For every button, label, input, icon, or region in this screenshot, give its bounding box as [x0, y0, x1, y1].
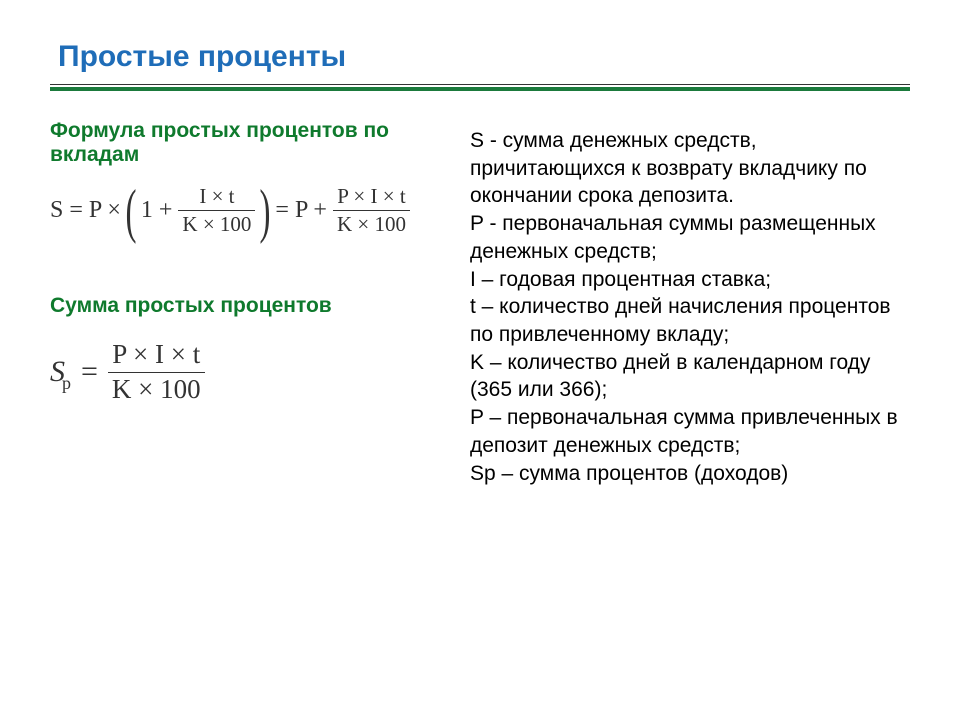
formula-eq2: = P +	[275, 197, 327, 224]
page-title: Простые проценты	[50, 40, 910, 74]
rule-thin	[50, 84, 910, 85]
frac2-bar	[333, 210, 410, 211]
def-Sp: Sp – сумма процентов (доходов)	[470, 460, 910, 488]
formula-frac1: I × t K × 100	[178, 185, 255, 236]
frac2-num: P × I × t	[333, 185, 409, 208]
formula-one: 1 +	[141, 197, 173, 224]
left-paren-icon: (	[125, 190, 136, 232]
sp-frac: P × I × t K × 100	[108, 340, 205, 404]
left-column: Формула простых процентов по вкладам S =…	[50, 115, 450, 487]
content-row: Формула простых процентов по вкладам S =…	[50, 115, 910, 487]
subheading-formula: Формула простых процентов по вкладам	[50, 119, 450, 167]
formula-main: S = P × ( 1 + I × t K × 100 ) = P + P × …	[50, 185, 450, 236]
sp-eq: =	[81, 355, 98, 389]
frac1-bar	[178, 210, 255, 211]
def-I: I – годовая процентная ставка;	[470, 266, 910, 294]
slide: Простые проценты Формула простых процент…	[0, 0, 960, 720]
right-paren-icon: )	[260, 190, 271, 232]
sp-subscript: p	[62, 373, 71, 393]
right-column: S - сумма денежных средств, причитающихс…	[470, 115, 910, 487]
subheading-sum: Сумма простых процентов	[50, 294, 450, 318]
def-t: t – количество дней начисления процентов…	[470, 293, 910, 348]
frac1-num: I × t	[195, 185, 238, 208]
formula-lhs: S = P ×	[50, 197, 121, 224]
def-S: S - сумма денежных средств, причитающихс…	[470, 127, 910, 210]
formula-frac2: P × I × t K × 100	[333, 185, 410, 236]
def-K: K – количество дней в календарном году (…	[470, 349, 910, 404]
sp-den: K × 100	[108, 375, 205, 405]
sp-num: P × I × t	[108, 340, 204, 370]
spacer	[50, 236, 450, 294]
frac1-den: K × 100	[178, 213, 255, 236]
frac2-den: K × 100	[333, 213, 410, 236]
def-P2: P – первоначальная сумма привлеченных в …	[470, 404, 910, 459]
def-P: P - первоначальная суммы размещенных ден…	[470, 210, 910, 265]
rule-green	[50, 87, 910, 91]
formula-sp: Sp = P × I × t K × 100	[50, 340, 450, 404]
sp-bar	[108, 372, 205, 373]
